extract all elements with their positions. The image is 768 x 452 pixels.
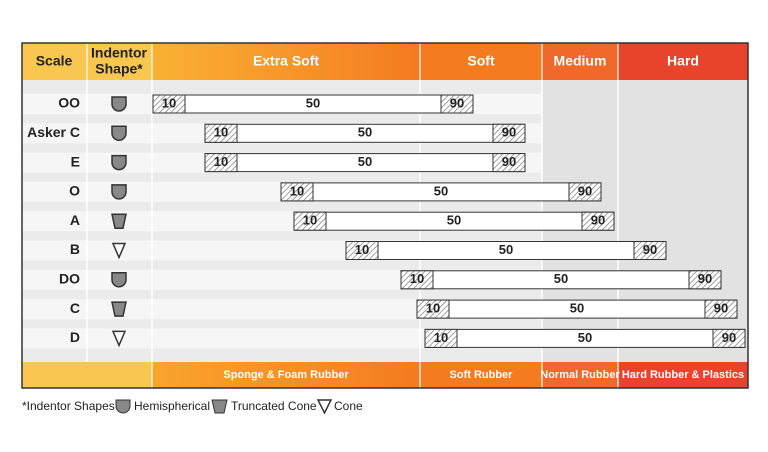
bar-low: 10	[426, 301, 440, 316]
hatch-low	[152, 94, 186, 114]
legend-title: *Indentor Shapes	[22, 399, 115, 413]
header-indentor: Indentor	[91, 45, 148, 61]
hatch-high	[688, 270, 722, 290]
bar-mid: 50	[306, 95, 320, 110]
footer-bg	[22, 362, 152, 388]
hatch-low	[416, 299, 450, 319]
footer-bg	[618, 362, 748, 388]
hatch-high	[568, 182, 602, 202]
header-bg	[152, 43, 420, 80]
footer-label: Hard Rubber & Plastics	[622, 369, 744, 381]
footer-label: Soft Rubber	[450, 369, 514, 381]
bar-high: 90	[502, 154, 516, 169]
scale-label: E	[71, 153, 80, 169]
bar-mid: 50	[447, 213, 461, 228]
header-indentor: Shape*	[95, 61, 143, 77]
legend-icon	[211, 399, 228, 414]
hatch-low	[280, 182, 314, 202]
scale-label: DO	[59, 271, 80, 287]
indentor-icon	[111, 213, 127, 229]
indentor-icon	[111, 125, 127, 142]
bar-high: 90	[698, 271, 712, 286]
scale-label: OO	[58, 95, 80, 111]
bar-mid: 50	[570, 301, 584, 316]
hatch-high	[492, 153, 526, 173]
header-column: Extra Soft	[253, 53, 319, 69]
footer-bg	[542, 362, 618, 388]
hatch-low	[293, 211, 327, 231]
legend-item: Cone	[334, 399, 363, 413]
scale-label: Asker C	[27, 124, 80, 140]
indentor-icon	[111, 154, 127, 171]
bar-low: 10	[290, 183, 304, 198]
indentor-icon	[111, 330, 127, 348]
scale-label: B	[70, 241, 80, 257]
bar-high: 90	[591, 213, 605, 228]
scale-label: A	[70, 212, 80, 228]
hatch-high	[492, 123, 526, 143]
hatch-high	[704, 299, 738, 319]
scale-label: D	[70, 329, 80, 345]
indentor-icon	[111, 301, 127, 317]
bar-mid: 50	[358, 154, 372, 169]
bar-mid: 50	[578, 330, 592, 345]
header-column: Hard	[667, 53, 699, 69]
bar-high: 90	[714, 301, 728, 316]
bar-low: 10	[355, 242, 369, 257]
bar-low: 10	[303, 213, 317, 228]
header-bg	[542, 43, 618, 80]
footer-bg	[420, 362, 542, 388]
hatch-high	[581, 211, 615, 231]
hatch-low	[204, 123, 238, 143]
hatch-low	[424, 328, 458, 348]
frame	[21, 42, 749, 389]
legend-icon	[316, 399, 333, 415]
header-column: Soft	[467, 53, 495, 69]
indentor-icon	[111, 184, 127, 200]
hatch-low	[204, 153, 238, 173]
header-bg	[618, 43, 748, 80]
bar-high: 90	[450, 95, 464, 110]
hatch-high	[712, 328, 746, 348]
hatch-low	[345, 241, 379, 260]
indentor-icon	[111, 242, 127, 260]
hatch-high	[440, 94, 474, 114]
bar-mid: 50	[358, 125, 372, 140]
bar-high: 90	[502, 125, 516, 140]
header-scale: Scale	[36, 53, 73, 69]
scale-label: O	[69, 183, 80, 199]
bar-low: 10	[214, 154, 228, 169]
footer-bg	[152, 362, 420, 388]
bar-low: 10	[410, 271, 424, 286]
bar-high: 90	[578, 183, 592, 198]
bar-high: 90	[643, 242, 657, 257]
legend-item: Truncated Cone	[231, 399, 317, 413]
footer-label: Sponge & Foam Rubber	[223, 369, 349, 381]
header-column: Medium	[554, 53, 607, 69]
bar-low: 10	[214, 125, 228, 140]
indentor-icon	[111, 96, 127, 112]
scale-label: C	[70, 300, 80, 316]
bar-low: 10	[162, 95, 176, 110]
indentor-icon	[111, 272, 127, 288]
bar-mid: 50	[554, 271, 568, 286]
hatch-high	[633, 241, 667, 260]
bar-mid: 50	[434, 183, 448, 198]
bar-low: 10	[434, 330, 448, 345]
footer-label: Normal Rubber	[540, 369, 620, 381]
hatch-low	[400, 270, 434, 290]
bar-mid: 50	[499, 242, 513, 257]
legend-icon	[115, 399, 131, 414]
legend-item: Hemispherical	[134, 399, 210, 413]
header-bg	[420, 43, 542, 80]
bar-high: 90	[722, 330, 736, 345]
